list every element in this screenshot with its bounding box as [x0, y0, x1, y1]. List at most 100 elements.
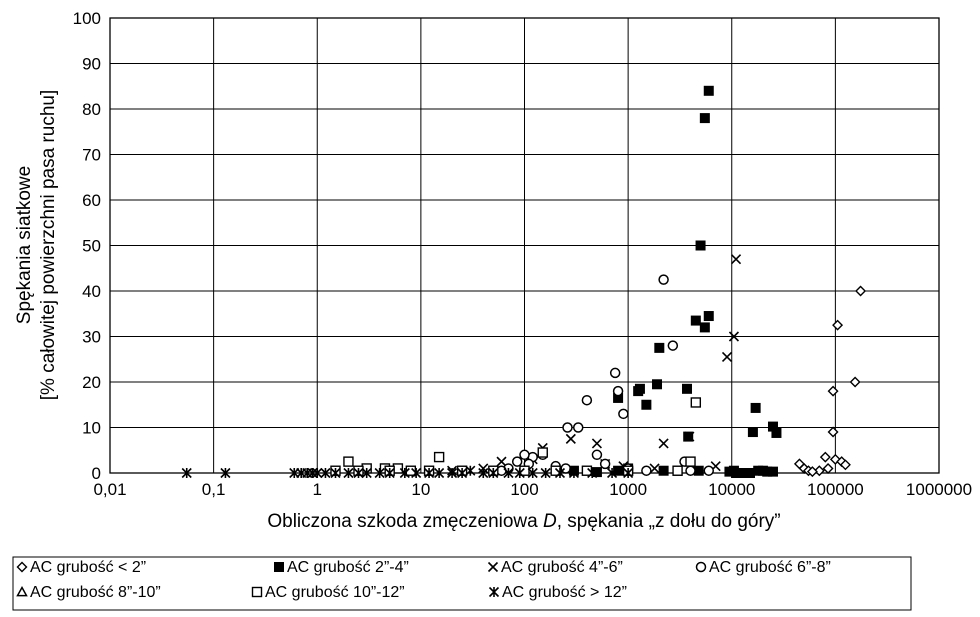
data-point-star: [587, 467, 598, 479]
legend-marker-star: [488, 586, 500, 598]
data-point-x: [658, 438, 669, 449]
data-point-star: [312, 467, 323, 479]
data-point-circle: [581, 394, 593, 406]
data-point-filled-square: [767, 421, 778, 432]
data-point-filled-square: [690, 315, 701, 326]
data-point-star: [353, 467, 364, 479]
data-point-square: [537, 447, 548, 458]
data-point-diamond: [806, 466, 818, 478]
data-point-x: [496, 456, 507, 467]
data-point-star: [399, 467, 410, 479]
legend-label: AC grubość < 2”: [30, 559, 146, 576]
data-point-star: [307, 467, 318, 479]
data-point-star: [478, 467, 489, 479]
data-point-square: [433, 451, 445, 463]
data-point-star: [447, 467, 458, 479]
data-point-star: [374, 467, 385, 479]
x-tick-label: 1000: [609, 480, 647, 499]
data-point-filled-square: [683, 431, 694, 442]
series-filled-square: [568, 85, 782, 478]
data-point-star: [465, 465, 476, 476]
data-point-x: [730, 254, 742, 265]
data-point-diamond: [832, 319, 844, 331]
data-point-circle: [519, 449, 530, 461]
data-point-diamond: [839, 459, 851, 471]
data-point-circle: [618, 408, 629, 420]
data-point-diamond: [849, 376, 861, 388]
legend-marker-circle: [695, 561, 707, 573]
legend-label: AC grubość 6”-8”: [709, 559, 831, 576]
data-point-filled-square: [771, 427, 782, 438]
data-point-star: [343, 467, 354, 479]
data-point-diamond: [855, 285, 867, 297]
y-tick-label: 100: [73, 9, 101, 28]
legend-marker-x: [487, 561, 499, 573]
data-point-star: [220, 467, 231, 479]
data-point-filled-square: [750, 402, 761, 413]
x-tick-label: 0,1: [202, 480, 226, 499]
data-point-filled-square: [703, 311, 714, 322]
data-point-star: [514, 467, 525, 479]
data-point-square: [581, 465, 593, 476]
data-point-circle: [572, 422, 584, 433]
data-point-filled-square: [654, 342, 665, 353]
data-point-filled-square: [652, 379, 663, 390]
data-point-filled-square: [591, 467, 602, 478]
data-point-filled-square: [741, 468, 752, 478]
data-point-star: [554, 467, 566, 479]
legend-marker-filled-square: [274, 562, 284, 572]
legend-marker-square: [251, 586, 263, 598]
y-axis-title-line2: [% całowitej powierzchni pasa ruchu]: [38, 90, 59, 401]
x-tick-label: 10000: [708, 480, 755, 499]
data-point-filled-square: [682, 383, 693, 394]
data-point-circle: [560, 463, 571, 474]
data-point-diamond: [827, 426, 839, 438]
data-point-circle: [599, 458, 611, 470]
data-point-square: [672, 465, 683, 476]
x-tick-label: 1000000: [906, 480, 972, 499]
data-point-filled-square: [695, 240, 706, 251]
data-point-star: [434, 467, 445, 479]
legend: AC grubość < 2” AC grubość 2”-4” AC gruboś…: [16, 559, 831, 601]
data-point-filled-square: [762, 466, 773, 477]
data-point-star: [527, 467, 538, 479]
data-point-diamond: [822, 462, 834, 474]
series-x: [405, 254, 742, 477]
data-point-filled-square: [699, 113, 710, 124]
data-point-filled-square: [613, 392, 624, 403]
legend-box: [12, 556, 912, 611]
x-tick-label: 100: [510, 480, 538, 499]
data-point-filled-square: [693, 465, 704, 476]
data-point-filled-square: [633, 386, 644, 397]
data-points: [181, 85, 867, 479]
data-point-circle: [511, 456, 523, 467]
data-point-diamond: [827, 385, 839, 397]
legend-label: AC grubość 4”-6”: [501, 559, 623, 576]
data-point-x: [684, 431, 695, 442]
data-point-square: [685, 456, 696, 467]
data-point-x: [728, 331, 740, 342]
data-point-circle: [703, 465, 715, 476]
x-tick-labels: 0,01 0,1 1 10 100 1000 10000 100000 1000000: [93, 480, 972, 499]
data-point-filled-square: [699, 322, 710, 333]
data-point-filled-square: [658, 465, 669, 476]
data-point-x: [591, 438, 602, 449]
x-tick-label: 100000: [807, 480, 864, 499]
y-tick-label: 40: [82, 282, 101, 301]
data-point-star: [623, 467, 634, 479]
data-point-circle: [658, 274, 669, 285]
data-point-circle: [612, 385, 624, 397]
data-point-filled-square: [728, 465, 739, 476]
data-point-star: [540, 467, 551, 479]
y-tick-label: 50: [82, 237, 101, 256]
data-point-circle: [609, 367, 621, 379]
data-point-filled-square: [703, 85, 714, 96]
data-point-star: [607, 467, 618, 479]
data-point-filled-square: [747, 427, 758, 438]
data-point-x: [721, 351, 733, 363]
legend-marker-triangle: [16, 585, 28, 597]
y-tick-label: 80: [82, 100, 101, 119]
y-tick-label: 70: [82, 146, 101, 165]
data-point-star: [457, 467, 468, 479]
